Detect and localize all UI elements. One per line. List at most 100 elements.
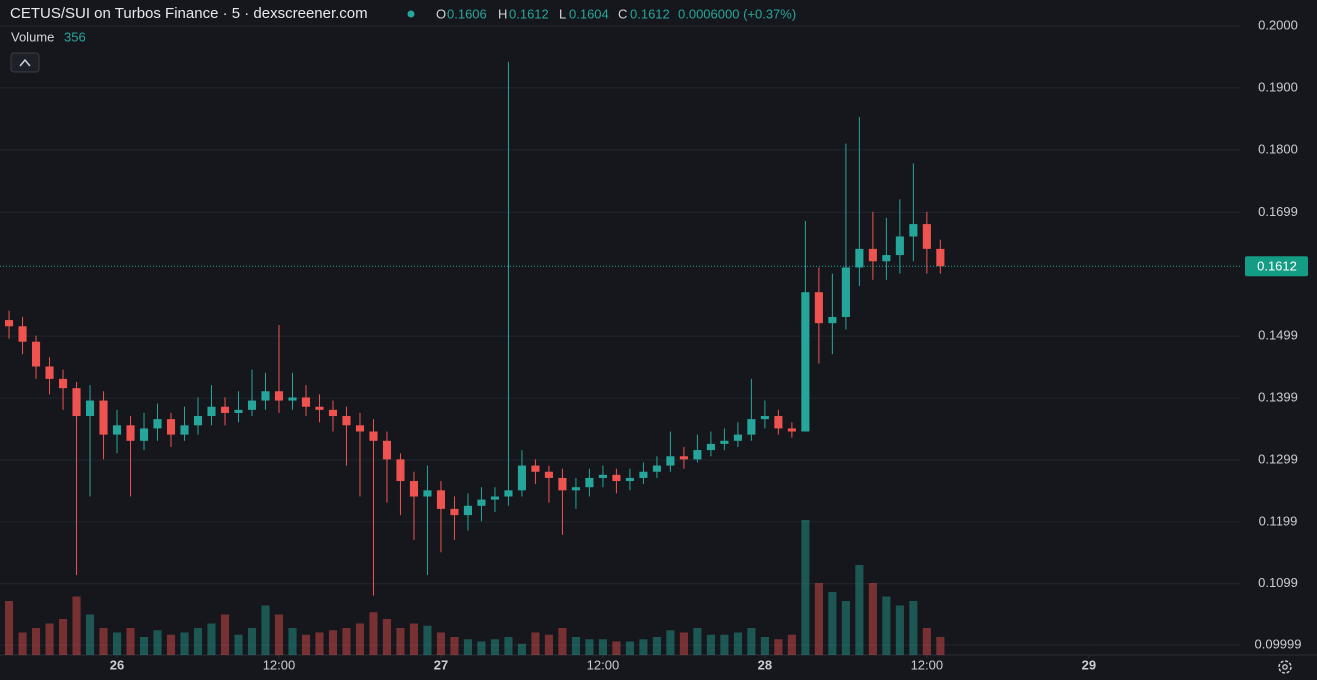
candle-body xyxy=(828,316,837,324)
candle-body xyxy=(58,378,68,389)
candle-body xyxy=(720,440,729,444)
candle-body xyxy=(855,248,864,268)
y-tick-label: 0.09999 xyxy=(1255,637,1302,652)
volume-bar xyxy=(571,637,580,655)
candle-body xyxy=(4,320,14,327)
y-tick-label: 0.1299 xyxy=(1258,451,1298,466)
candle-body xyxy=(706,443,715,451)
volume-bar xyxy=(517,643,526,655)
volume-bar xyxy=(85,614,95,655)
volume-bar xyxy=(531,632,540,655)
x-tick-label: 26 xyxy=(110,657,124,672)
candle-body xyxy=(166,419,176,435)
candle-body xyxy=(396,459,405,482)
volume-bar xyxy=(558,628,567,655)
low-value: 0.1604 xyxy=(569,6,609,21)
candle-body xyxy=(112,425,122,435)
gear-center xyxy=(1282,664,1288,670)
candle-body xyxy=(922,224,931,249)
candle-body xyxy=(153,419,162,429)
candle-body xyxy=(814,292,823,324)
volume-bar xyxy=(787,634,796,655)
high-value: 0.1612 xyxy=(509,6,549,21)
volume-bar xyxy=(490,639,499,655)
candle-body xyxy=(585,477,594,488)
volume-bar xyxy=(868,583,877,655)
volume-bar xyxy=(4,601,14,655)
volume-bar xyxy=(193,628,203,655)
candle-body xyxy=(315,406,324,410)
candle-body xyxy=(598,474,607,478)
y-tick-label: 0.1900 xyxy=(1258,79,1298,94)
volume-bar xyxy=(504,637,513,655)
candle-body xyxy=(423,490,432,497)
volume-bar xyxy=(814,583,823,655)
y-tick-label: 0.1099 xyxy=(1258,575,1298,590)
chart-title: CETUS/SUI on Turbos Finance · 5 · dexscr… xyxy=(10,5,368,22)
volume-bar xyxy=(234,634,243,655)
y-tick-label: 0.1499 xyxy=(1258,328,1298,343)
candle-body xyxy=(99,400,108,435)
volume-bar xyxy=(45,623,54,655)
candle-body xyxy=(288,397,297,401)
volume-bar xyxy=(112,632,122,655)
settings-button[interactable] xyxy=(1278,660,1292,674)
volume-value: 356 xyxy=(64,29,86,44)
candle-body xyxy=(787,428,796,432)
header: CETUS/SUI on Turbos Finance · 5 · dexscr… xyxy=(10,5,796,73)
candles xyxy=(4,61,945,596)
collapse-button[interactable] xyxy=(10,52,40,73)
candle-body xyxy=(639,471,648,478)
volume-bar xyxy=(180,632,189,655)
candle-body xyxy=(31,341,41,367)
volume-bar xyxy=(369,612,378,655)
candle-body xyxy=(85,400,95,417)
candle-body xyxy=(801,292,810,432)
close-value: 0.1612 xyxy=(630,6,670,21)
candle-body xyxy=(463,505,473,516)
open-value: 0.1606 xyxy=(447,6,487,21)
volume-bar xyxy=(760,637,769,655)
x-tick-label: 29 xyxy=(1082,657,1096,672)
candle-body xyxy=(544,471,553,478)
volume-bar xyxy=(99,628,108,655)
volume-bar xyxy=(909,601,918,655)
candle-body xyxy=(679,456,688,460)
x-tick-label: 12:00 xyxy=(911,657,944,672)
volume-bar xyxy=(382,619,392,655)
candle-body xyxy=(409,481,419,497)
volume-bar xyxy=(247,628,257,655)
volume-bar xyxy=(625,641,634,655)
volume-bar xyxy=(450,637,459,655)
candle-body xyxy=(247,400,257,410)
low-label: L xyxy=(559,6,566,21)
y-tick-label: 0.1699 xyxy=(1258,204,1298,219)
volume-bar xyxy=(882,596,891,655)
volume-bar xyxy=(801,520,810,655)
last-price-label: 0.1612 xyxy=(1257,259,1297,274)
candle-body xyxy=(234,409,243,413)
volume-bar xyxy=(652,637,661,655)
y-tick-label: 0.1199 xyxy=(1259,513,1298,528)
volume-bar xyxy=(409,623,419,655)
volume-bar xyxy=(936,637,945,655)
close-label: C xyxy=(618,6,627,21)
axis: 0.2000 0.1900 0.1800 0.1699 0.1499 0.1399 0.12… xyxy=(110,17,1302,672)
candle-body xyxy=(531,465,540,472)
candle-body xyxy=(126,425,135,441)
candle-body xyxy=(625,477,634,482)
volume-bar xyxy=(207,623,216,655)
volume-bar xyxy=(477,641,486,655)
volume-bar xyxy=(774,639,783,655)
candle-body xyxy=(18,326,27,342)
volume-bar xyxy=(220,614,230,655)
candle-body xyxy=(517,465,526,491)
volume-bar xyxy=(706,634,715,655)
candle-body xyxy=(328,409,338,417)
volume-bar xyxy=(585,639,594,655)
candle-body xyxy=(504,490,513,497)
candle-body xyxy=(220,406,230,413)
volume-bar xyxy=(733,632,742,655)
volume-bar xyxy=(463,639,473,655)
